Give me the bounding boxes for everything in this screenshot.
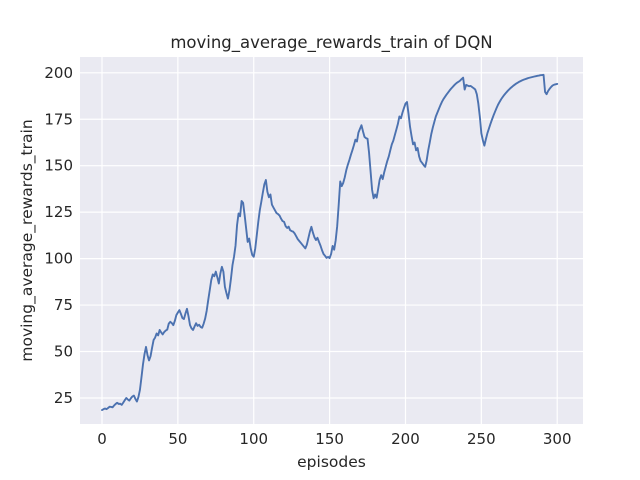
y-tick-label: 175 [44,110,73,128]
y-tick-label: 100 [44,250,73,268]
y-tick-label: 50 [54,343,73,361]
x-tick-label: 200 [391,430,420,448]
y-tick-label: 125 [44,203,73,221]
series-group [101,73,559,412]
y-tick-label: 150 [44,157,73,175]
series-line-moving_average_rewards_train [101,73,559,412]
plot-area [80,57,583,424]
x-tick-label: 250 [467,430,496,448]
x-tick-labels: 0 50 100 150 200 250 300 [97,430,571,448]
y-tick-labels: 25 50 75 100 125 150 175 200 [44,64,73,407]
chart-title: moving_average_rewards_train of DQN [170,33,492,53]
x-tick-label: 0 [97,430,107,448]
x-tick-label: 150 [315,430,344,448]
x-tick-label: 100 [239,430,268,448]
y-axis-label: moving_average_rewards_train [18,119,37,361]
y-tick-label: 200 [44,64,73,82]
y-tick-label: 75 [54,296,73,314]
x-tick-label: 300 [543,430,572,448]
x-axis-label: episodes [297,453,366,471]
grid-group [80,57,583,424]
x-tick-label: 50 [168,430,187,448]
y-tick-label: 25 [54,389,73,407]
